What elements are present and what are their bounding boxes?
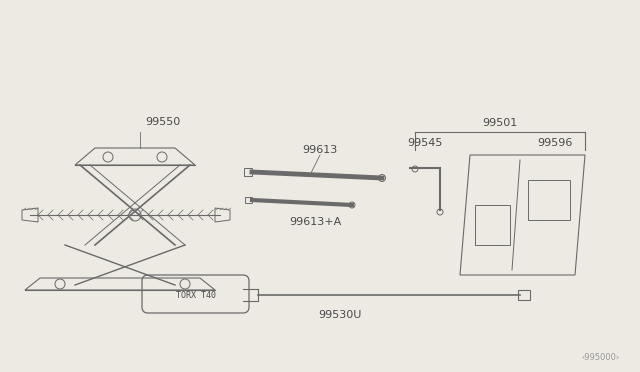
Text: 99545: 99545: [407, 138, 443, 148]
Text: 99530U: 99530U: [318, 310, 362, 320]
Text: 99550: 99550: [145, 117, 180, 127]
Text: 99596: 99596: [538, 138, 573, 148]
Text: 99613+A: 99613+A: [289, 217, 341, 227]
Text: TORX T40: TORX T40: [176, 291, 216, 299]
Text: 99613: 99613: [302, 145, 338, 155]
Text: 99501: 99501: [483, 118, 518, 128]
Text: ‹995000›: ‹995000›: [582, 353, 620, 362]
